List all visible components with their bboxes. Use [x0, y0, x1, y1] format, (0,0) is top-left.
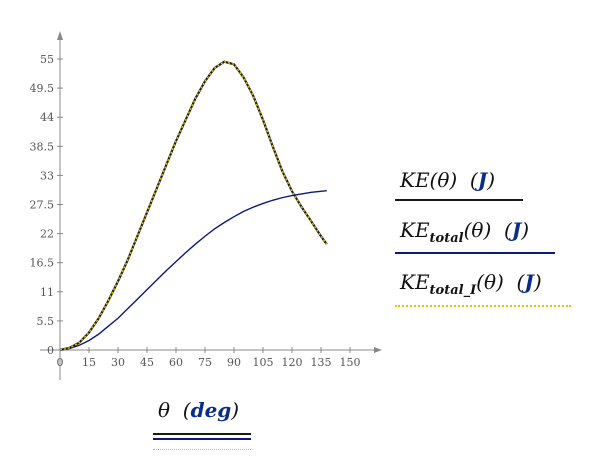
tick-labels: 0 15 30 45 60 75 90 105 120 135 150 0 5.5 11 16.5 22 27.…: [30, 53, 361, 369]
legend-line-ke: [395, 199, 523, 201]
x-tick-label: 120: [282, 356, 303, 369]
y-axis-arrow: [57, 31, 63, 40]
x-label-line-2: [153, 438, 251, 440]
y-tick-label: 44: [40, 111, 54, 124]
x-label-line-1: [153, 433, 251, 435]
y-tick-label: 38.5: [30, 140, 55, 153]
legend-entry-ke-total: KEtotal(θ) (J): [400, 218, 530, 246]
series-lines: [59, 60, 328, 352]
x-tick-label: 150: [340, 356, 361, 369]
y-tick-label: 49.5: [30, 82, 55, 95]
x-tick-label: 0: [57, 356, 64, 369]
y-tick-label: 16.5: [30, 257, 55, 270]
x-tick-label: 60: [169, 356, 183, 369]
y-tick-label: 22: [40, 228, 54, 241]
x-tick-label: 45: [140, 356, 154, 369]
axes: [40, 31, 382, 380]
series-line-ke-total-i: [59, 60, 328, 351]
x-tick-label: 15: [82, 356, 96, 369]
series-line-ke-total: [59, 190, 327, 351]
legend-entry-ke: KE(θ) (J): [400, 168, 496, 192]
y-tick-label: 5.5: [37, 315, 55, 328]
x-axis-arrow: [374, 347, 382, 353]
legend-line-ke-total: [395, 252, 555, 254]
y-tick-label: 55: [40, 53, 54, 66]
x-tick-label: 30: [111, 356, 125, 369]
x-tick-label: 135: [311, 356, 332, 369]
x-axis-label: θ (deg): [158, 398, 240, 422]
x-tick-label: 90: [227, 356, 241, 369]
x-tick-label: 105: [253, 356, 274, 369]
legend-entry-ke-total-i: KEtotal_I(θ) (J): [400, 270, 542, 298]
y-tick-label: 33: [40, 169, 54, 182]
x-tick-label: 75: [198, 356, 212, 369]
series-line-ke: [59, 60, 328, 352]
y-tick-label: 11: [40, 286, 54, 299]
legend-line-ke-total-i: [395, 305, 571, 307]
y-tick-label: 27.5: [30, 199, 55, 212]
x-label-line-3: [153, 449, 251, 450]
y-tick-label: 0: [47, 344, 54, 357]
